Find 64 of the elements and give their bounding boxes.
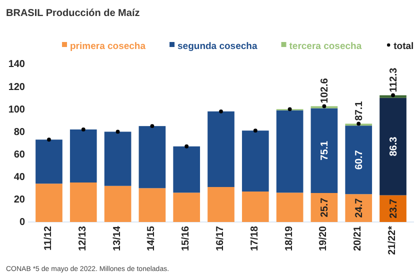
y-tick-label: 80 (14, 126, 26, 138)
bar (138, 188, 166, 222)
point (150, 124, 154, 128)
legend-label: total (394, 41, 414, 52)
y-tick-label: 0 (19, 217, 26, 228)
x-tick-label: 12/13 (77, 226, 88, 252)
bar (276, 110, 304, 193)
data-label: 25.7 (320, 197, 331, 218)
point (322, 104, 326, 108)
data-label: 24.7 (354, 198, 366, 218)
data-label: 87.1 (354, 100, 366, 121)
bar (104, 132, 132, 186)
data-label: 75.1 (320, 140, 331, 160)
y-tick-label: 100 (8, 104, 26, 116)
bar (36, 140, 62, 184)
y-tick-label: 120 (8, 82, 26, 93)
bar (345, 126, 372, 194)
bar (138, 126, 166, 188)
x-tick-label: 14/15 (146, 226, 158, 252)
bar (242, 130, 269, 192)
x-tick-label: 11/12 (42, 226, 54, 250)
point (47, 138, 51, 142)
x-tick-label: 16/17 (215, 226, 226, 252)
bar (173, 192, 200, 222)
point (356, 122, 361, 126)
y-tick-label: 20 (14, 194, 26, 206)
bar (70, 129, 97, 182)
point (391, 93, 395, 98)
data-label: 112.3 (388, 67, 400, 92)
bar (208, 187, 234, 222)
y-tick-label: 60 (14, 149, 26, 160)
x-tick-label: 20/21 (352, 226, 364, 252)
bar (208, 111, 234, 188)
bar (36, 184, 62, 222)
x-tick-label: 19/20 (318, 226, 330, 252)
point (184, 144, 189, 148)
x-tick-label: 21/22* (387, 226, 398, 255)
bar (242, 192, 269, 222)
x-tick-label: 18/19 (284, 226, 295, 252)
bar (70, 182, 97, 222)
chart-title: BRASIL Producción de Maíz (6, 8, 140, 19)
point (288, 107, 292, 112)
y-tick-label: 140 (8, 59, 26, 70)
x-tick-label: 13/14 (112, 226, 123, 252)
point (219, 109, 223, 114)
y-tick-label: 40 (14, 172, 26, 184)
point (116, 130, 120, 134)
bar (173, 146, 200, 193)
data-label: 60.7 (354, 150, 366, 170)
point (81, 128, 86, 132)
legend-label: primera cosecha (70, 41, 146, 52)
data-label: 86.3 (388, 136, 400, 156)
x-tick-label: 17/18 (249, 226, 260, 252)
point (253, 128, 258, 133)
bar (380, 98, 406, 196)
bar (345, 194, 372, 222)
bar (276, 192, 304, 222)
data-label: 102.6 (320, 78, 331, 104)
bar (310, 108, 338, 193)
legend-label: tercera cosecha (289, 41, 362, 52)
x-tick-label: 15/16 (180, 226, 192, 252)
data-label: 23.7 (388, 198, 400, 218)
legend-label: segunda cosecha (178, 41, 258, 52)
bar (104, 186, 132, 222)
